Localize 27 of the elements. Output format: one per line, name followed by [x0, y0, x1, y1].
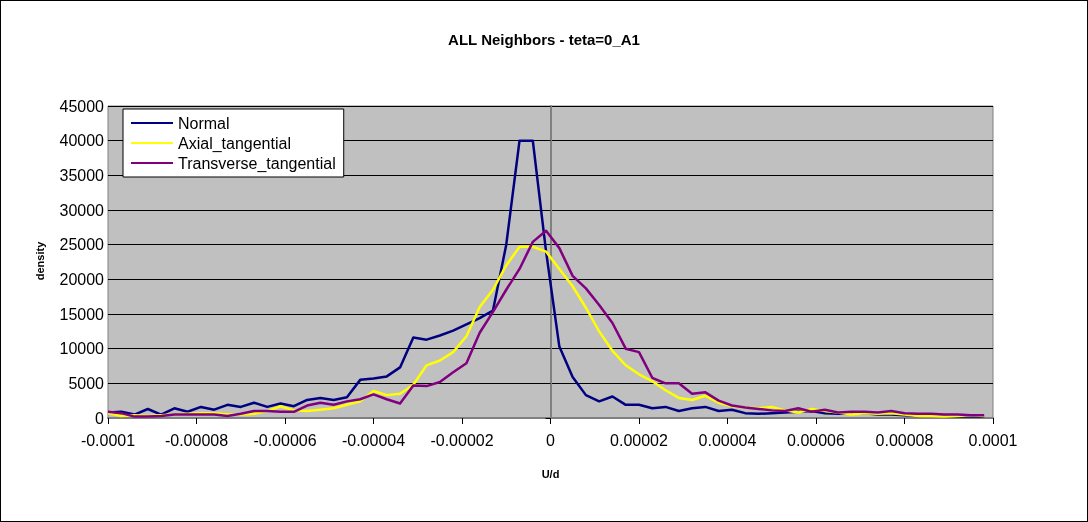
x-tick-label: -0.00004: [341, 431, 406, 449]
y-tick-label: 0: [95, 409, 105, 427]
x-tick-label: 0.00008: [875, 431, 934, 449]
x-tick-label: 0.00006: [787, 431, 846, 449]
chart-title: ALL Neighbors - teta=0_A1: [448, 31, 640, 48]
x-tick-label: -0.00006: [253, 431, 317, 449]
legend-label: Normal: [178, 114, 230, 132]
x-tick-label: 0: [546, 431, 556, 449]
y-tick-label: 35000: [59, 166, 105, 184]
y-tick-label: 40000: [59, 132, 105, 150]
y-axis-title: density: [33, 240, 46, 281]
legend-label: Transverse_tangential: [178, 154, 336, 173]
x-axis-title: U/d: [541, 467, 560, 480]
x-tick-label: 0.00004: [698, 431, 757, 449]
legend-label: Axial_tangential: [178, 134, 291, 153]
y-tick-label: 10000: [59, 340, 105, 358]
x-tick-label: 0.00002: [610, 431, 669, 449]
y-tick-label: 45000: [59, 97, 105, 115]
y-tick-label: 30000: [59, 201, 105, 219]
y-tick-label: 15000: [59, 305, 105, 323]
y-tick-label: 20000: [59, 270, 105, 288]
x-tick-label: 0.0001: [968, 431, 1018, 449]
x-tick-label: -0.00002: [430, 431, 494, 449]
y-tick-label: 5000: [68, 374, 105, 392]
x-tick-label: -0.00008: [164, 431, 229, 449]
x-tick-label: -0.0001: [80, 431, 136, 449]
y-tick-label: 25000: [59, 236, 105, 254]
